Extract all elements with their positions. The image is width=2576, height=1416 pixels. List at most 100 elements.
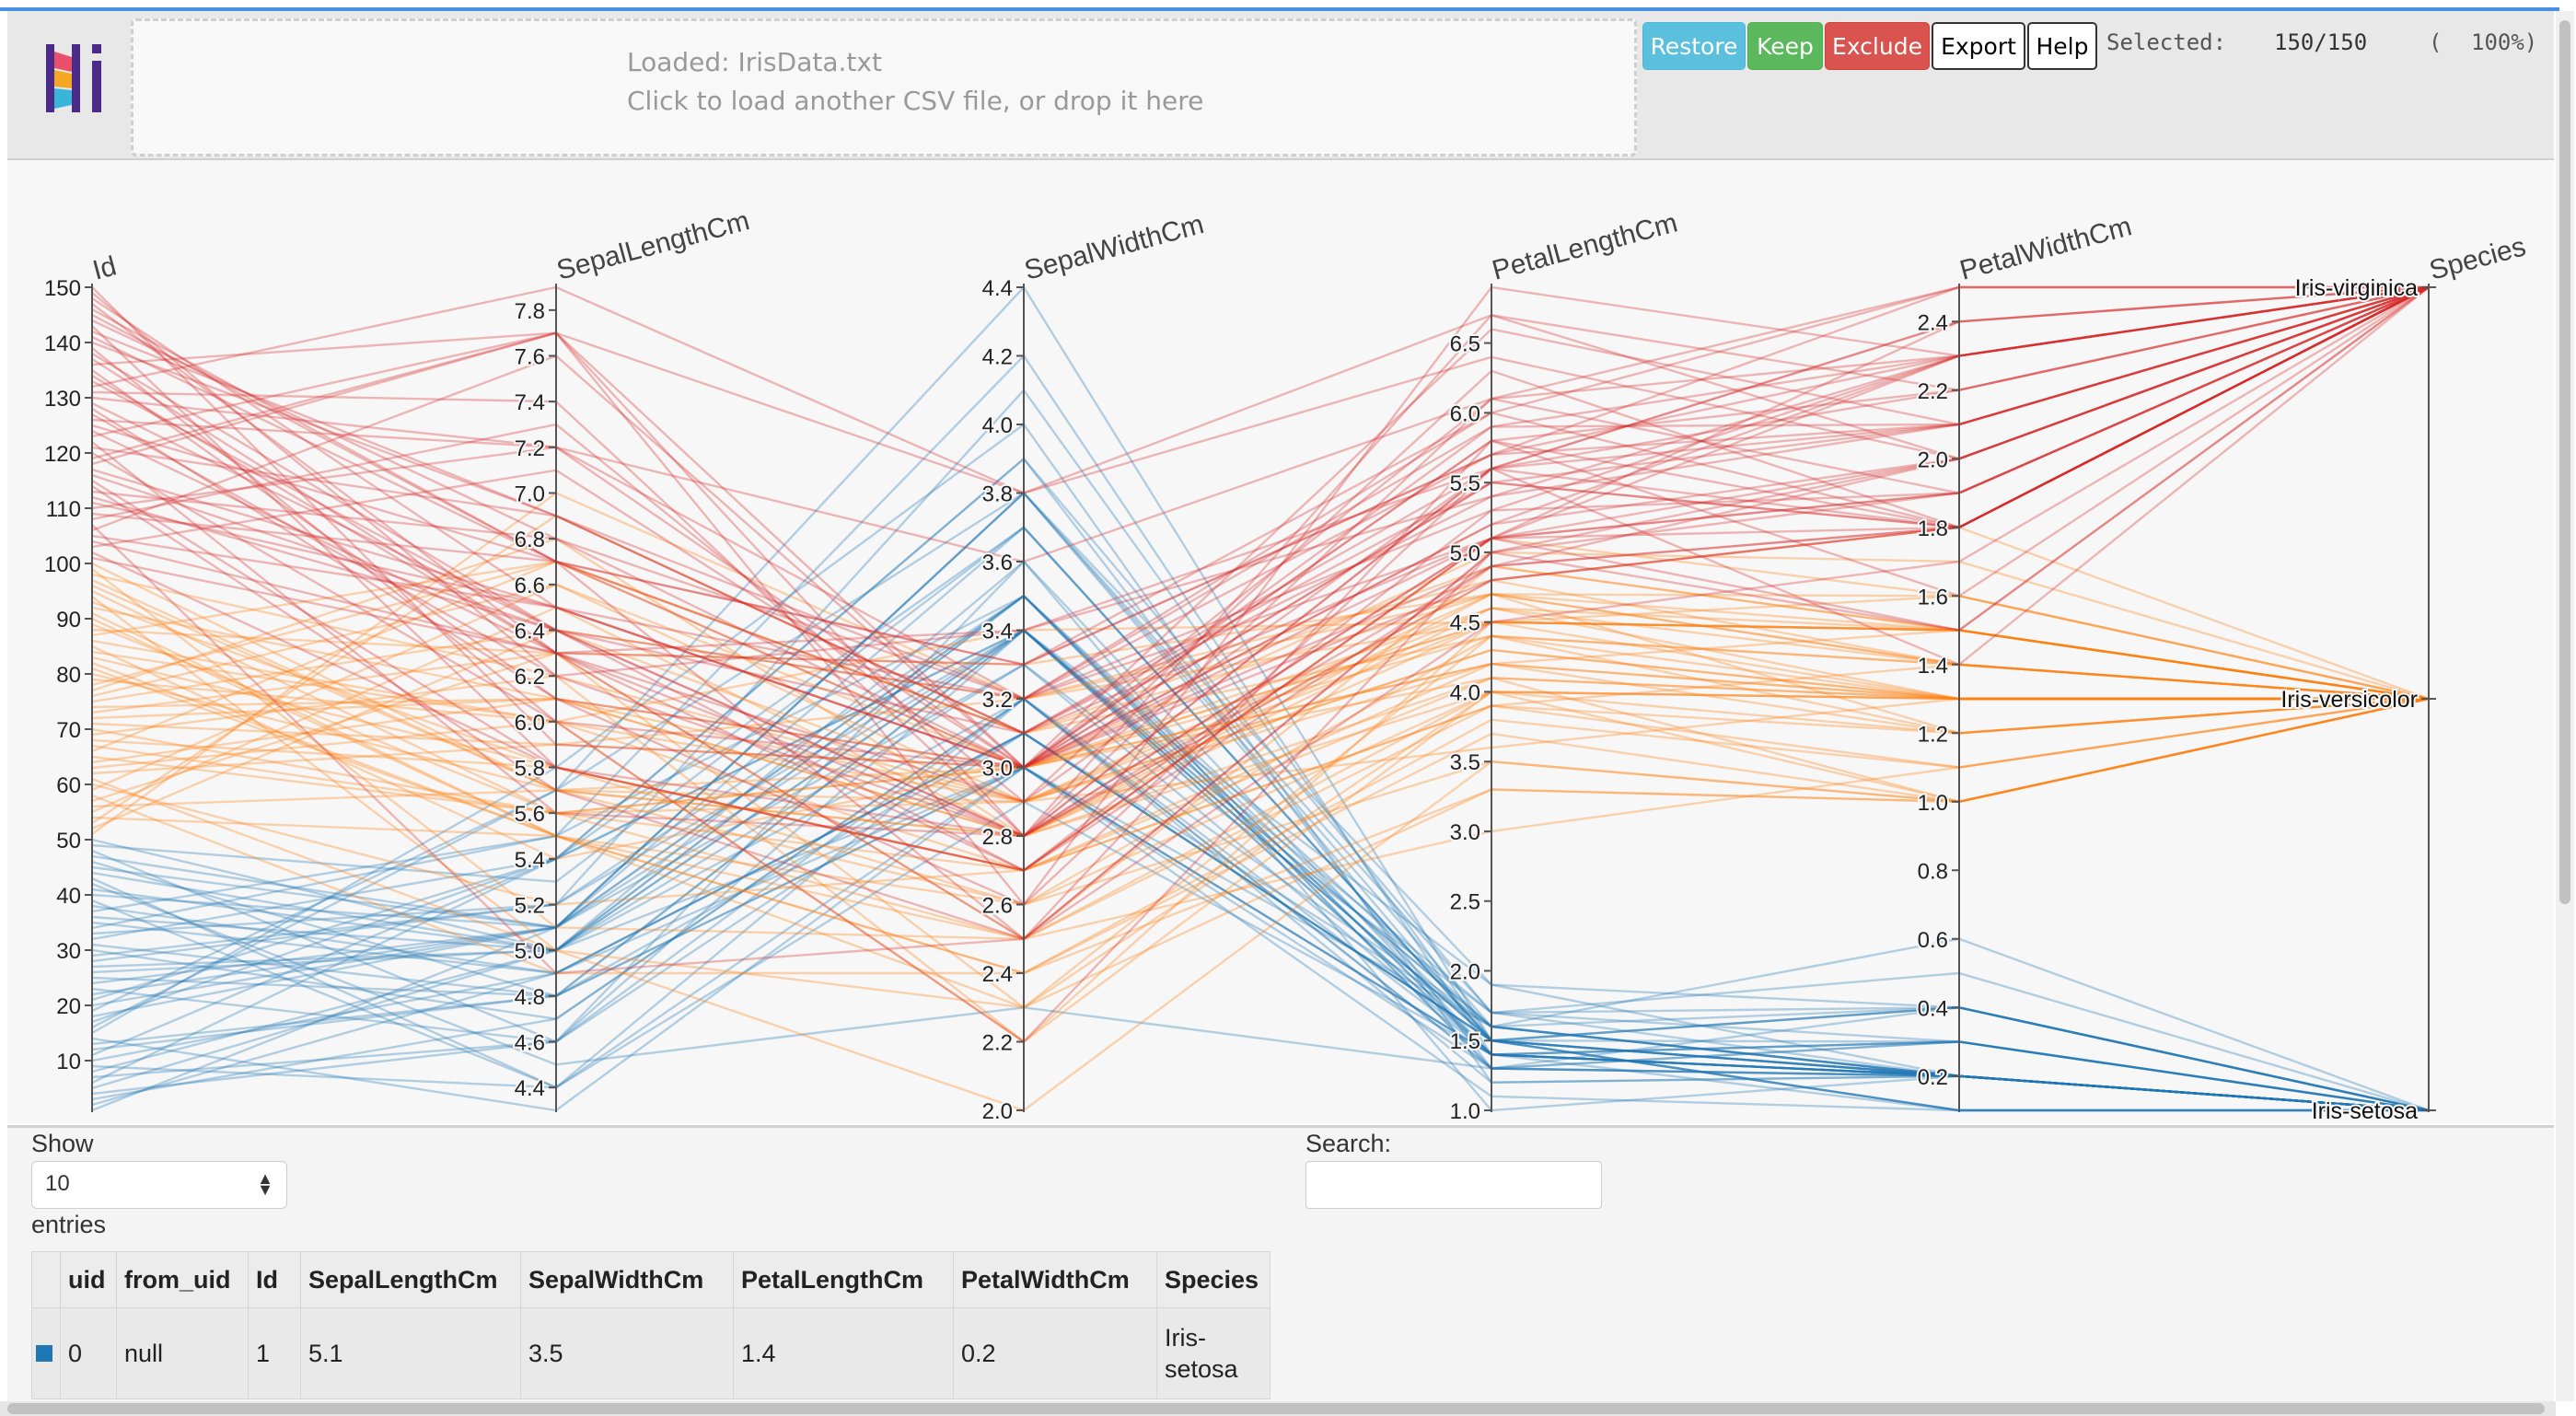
data-line-iris-versicolor	[91, 514, 2430, 825]
search-input[interactable]	[1305, 1161, 1602, 1209]
axis-title: PetalWidthCm	[1956, 211, 2135, 285]
cell-sepal-width: 3.5	[520, 1307, 734, 1399]
dropzone-hint: Click to load another CSV file, or drop …	[627, 86, 1204, 116]
data-line-iris-virginica	[91, 285, 2430, 872]
data-line-iris-setosa	[91, 628, 2430, 1112]
data-line-iris-versicolor	[91, 697, 2430, 975]
data-line-iris-versicolor	[91, 562, 2429, 838]
data-line-iris-versicolor	[91, 697, 2430, 1112]
data-line-iris-setosa	[91, 766, 2430, 1112]
data-line-iris-setosa	[91, 594, 2430, 1112]
data-line-iris-virginica	[91, 285, 2430, 872]
data-line-iris-versicolor	[91, 564, 2430, 941]
keep-button[interactable]: Keep	[1747, 22, 1823, 70]
data-line-iris-virginica	[91, 285, 2430, 769]
data-line-iris-setosa	[91, 766, 2429, 1112]
data-line-iris-virginica	[91, 285, 2430, 735]
data-line-iris-virginica	[91, 285, 2430, 769]
cell-id: 1	[248, 1307, 301, 1399]
horizontal-scrollbar[interactable]	[0, 1401, 2556, 1416]
tick-label: 5.4	[515, 848, 545, 873]
data-line-iris-setosa	[91, 629, 2430, 1112]
tick-label: 40	[56, 884, 81, 909]
column-header-id[interactable]: Id	[248, 1251, 301, 1308]
data-line-iris-versicolor	[91, 621, 2430, 830]
data-line-iris-setosa	[91, 731, 2430, 1112]
tick-label: 70	[56, 718, 81, 743]
exclude-button[interactable]: Exclude	[1825, 22, 1930, 70]
column-header-species[interactable]: Species	[1156, 1251, 1271, 1308]
tick-label: 6.4	[515, 620, 545, 644]
data-line-iris-versicolor	[91, 606, 2430, 769]
data-table: uid from_uid Id SepalLengthCm SepalWidth…	[31, 1251, 1271, 1399]
cell-petal-length: 1.4	[733, 1307, 954, 1399]
tick-label: 2.4	[1918, 310, 1948, 335]
tick-label: 6.0	[1450, 401, 1480, 426]
tick-label: 4.6	[515, 1031, 545, 1056]
file-dropzone[interactable]: Loaded: IrisData.txt Click to load anoth…	[131, 18, 1637, 157]
data-line-iris-versicolor	[91, 629, 2429, 804]
data-line-iris-virginica	[91, 285, 2430, 941]
data-line-iris-virginica	[91, 285, 2430, 872]
column-header-sepal-width[interactable]: SepalWidthCm	[520, 1251, 734, 1308]
export-button[interactable]: Export	[1932, 22, 2025, 70]
tick-label: 2.4	[982, 962, 1013, 987]
parallel-coordinates-plot[interactable]: Id 10 20 30 40 50 60 70 80 90 100 110 120 130 140 150 Se…	[7, 160, 2554, 1126]
parallel-coordinates-svg[interactable]: Id 10 20 30 40 50 60 70 80 90 100 110 120 130 140 150 Se…	[7, 160, 2554, 1126]
tick-label: 6.8	[515, 528, 545, 552]
data-line-iris-setosa	[91, 423, 2430, 1112]
tick-label: 10	[56, 1050, 81, 1074]
tick-label: 2.6	[982, 894, 1013, 919]
data-line-iris-setosa	[91, 526, 2430, 1112]
entries-select-value: 10	[45, 1171, 70, 1196]
tick-label: 90	[56, 608, 81, 633]
data-line-iris-versicolor	[91, 593, 2430, 804]
column-header-sepal-length[interactable]: SepalLengthCm	[300, 1251, 521, 1308]
data-line-iris-versicolor	[91, 551, 2430, 769]
table-row[interactable]: 0 null 1 5.1 3.5 1.4 0.2 Iris-setosa	[31, 1307, 1271, 1399]
column-header-uid[interactable]: uid	[60, 1251, 117, 1308]
data-line-iris-setosa	[91, 766, 2430, 1112]
category-label: Iris-versicolor	[2280, 687, 2418, 713]
tick-label: 4.4	[982, 276, 1013, 301]
tick-label: 0.8	[1918, 859, 1948, 884]
help-button[interactable]: Help	[2027, 22, 2097, 70]
data-line-iris-versicolor	[91, 583, 2429, 804]
data-line-iris-versicolor	[91, 629, 2430, 775]
data-line-iris-virginica	[91, 285, 2430, 770]
data-line-iris-versicolor	[91, 691, 2429, 838]
data-line-iris-virginica	[91, 285, 2430, 735]
vertical-scrollbar[interactable]	[2556, 11, 2574, 1401]
entries-select[interactable]: 10 ▲ ▼	[31, 1161, 287, 1209]
column-header-petal-length[interactable]: PetalLengthCm	[733, 1251, 954, 1308]
tick-label: 7.0	[515, 482, 545, 507]
column-header-from-uid[interactable]: from_uid	[116, 1251, 249, 1308]
tick-label: 0.2	[1918, 1065, 1948, 1090]
tick-label: 7.2	[515, 436, 545, 461]
data-line-iris-setosa	[91, 731, 2429, 1112]
data-line-iris-setosa	[91, 731, 2429, 1112]
data-line-iris-setosa	[91, 628, 2430, 1112]
restore-button[interactable]: Restore	[1642, 22, 1746, 70]
data-line-iris-virginica	[91, 285, 2430, 769]
tick-label: 3.2	[982, 688, 1013, 713]
data-line-iris-virginica	[91, 285, 2430, 838]
tick-label: 2.0	[1918, 447, 1948, 472]
data-line-iris-setosa	[91, 697, 2430, 1112]
data-line-iris-virginica	[91, 285, 2430, 838]
data-line-iris-versicolor	[91, 600, 2430, 906]
tick-label: 1.0	[1450, 1099, 1480, 1123]
column-header-petal-width[interactable]: PetalWidthCm	[953, 1251, 1157, 1308]
selected-count: 150/150	[2274, 29, 2368, 55]
vertical-scroll-thumb[interactable]	[2559, 20, 2570, 904]
tick-label: 4.2	[982, 345, 1013, 370]
data-line-iris-versicolor	[91, 573, 2429, 804]
data-line-iris-setosa	[91, 628, 2430, 1112]
data-line-iris-setosa	[91, 731, 2429, 1112]
data-line-iris-versicolor	[91, 672, 2430, 906]
tick-label: 2.2	[982, 1031, 1013, 1056]
top-accent-bar	[0, 7, 2559, 11]
data-line-iris-versicolor	[91, 667, 2430, 975]
data-line-iris-virginica	[91, 286, 2430, 906]
horizontal-scroll-thumb[interactable]	[7, 1403, 2545, 1414]
